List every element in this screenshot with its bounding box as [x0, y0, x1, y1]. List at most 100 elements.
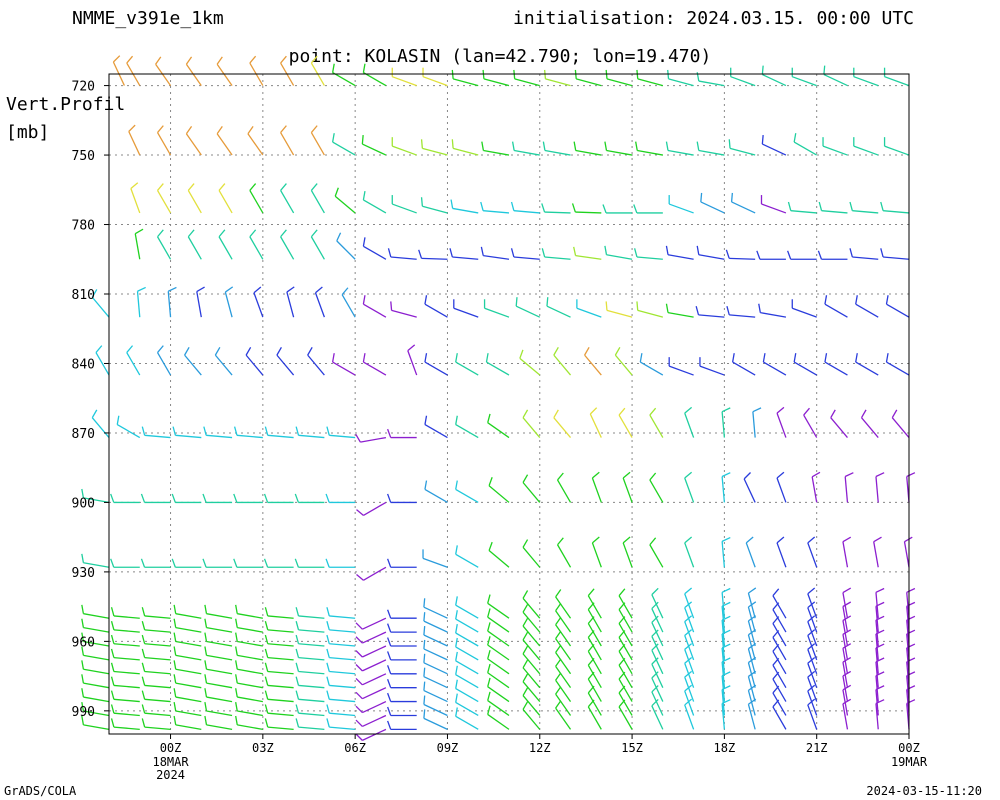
wind-barb: [791, 299, 817, 318]
wind-barb: [487, 663, 510, 689]
wind-barb: [487, 622, 510, 647]
wind-barb: [555, 644, 572, 675]
wind-barb: [362, 237, 387, 260]
vertical-axis-label: Vert.Profil: [6, 94, 126, 115]
wind-barb: [510, 201, 540, 214]
wind-barb: [880, 201, 910, 214]
wind-barb: [185, 56, 202, 86]
wind-barbs: [81, 55, 916, 741]
x-tick-label: 00Z: [898, 741, 920, 755]
wind-barb: [204, 660, 233, 675]
wind-barb: [793, 133, 818, 156]
x-date-label: 19MAR: [891, 755, 928, 769]
wind-barb: [860, 409, 879, 438]
wind-barb: [171, 493, 202, 504]
vertical-axis-unit: [mb]: [6, 122, 50, 143]
wind-barb: [141, 426, 171, 439]
wind-barb: [772, 657, 787, 689]
wind-barb: [747, 587, 757, 619]
wind-barb: [745, 536, 756, 568]
wind-barb: [665, 141, 694, 156]
wind-barb: [730, 67, 756, 87]
wind-barb: [81, 674, 110, 689]
wind-barb: [355, 673, 387, 686]
wind-barb: [361, 135, 387, 156]
wind-barb: [185, 126, 202, 156]
wind-barb: [684, 684, 695, 716]
wind-barb: [423, 681, 448, 703]
wind-barb: [391, 137, 417, 156]
wind-barb: [787, 250, 817, 260]
wind-barb: [684, 629, 695, 661]
wind-barb: [487, 677, 510, 703]
wind-barb: [173, 618, 202, 633]
wind-barb: [235, 618, 263, 633]
wind-barb: [81, 553, 110, 568]
wind-barb: [487, 705, 510, 730]
wind-barb: [747, 629, 757, 661]
wind-barb: [173, 674, 202, 689]
wind-barb: [618, 407, 633, 438]
wind-barb: [387, 248, 417, 260]
wind-barb: [156, 183, 172, 214]
wind-barb: [772, 671, 787, 702]
wind-barb: [522, 701, 541, 730]
wind-barb: [487, 636, 510, 661]
wind-barb: [81, 701, 110, 717]
wind-barb: [204, 715, 233, 731]
wind-barb: [747, 684, 757, 716]
wind-barb: [522, 687, 541, 716]
y-tick-label: 780: [72, 219, 95, 234]
wind-barb: [110, 690, 140, 703]
wind-barb: [204, 674, 233, 689]
wind-barb: [295, 704, 325, 717]
wind-barb: [235, 660, 263, 675]
wind-barb: [875, 472, 885, 503]
wind-barb: [233, 493, 263, 504]
wind-barb: [587, 699, 602, 730]
wind-barb: [883, 67, 910, 87]
wind-barb: [604, 245, 633, 260]
wind-barb: [249, 55, 264, 86]
wind-barb: [81, 632, 110, 647]
wind-barb: [830, 409, 848, 438]
wind-barb: [336, 232, 356, 260]
wind-barb: [807, 670, 818, 702]
wind-barb: [110, 718, 140, 731]
wind-barb: [295, 662, 325, 675]
wind-barb: [584, 347, 602, 376]
x-date-label: 2024: [156, 768, 185, 782]
wind-barb: [725, 249, 756, 260]
wind-barb: [110, 634, 140, 647]
wind-barb: [515, 297, 541, 318]
wind-barb: [204, 701, 233, 717]
wind-barb: [314, 286, 325, 318]
wind-barb: [853, 67, 879, 87]
wind-barb: [387, 665, 417, 675]
wind-barb: [772, 588, 787, 619]
wind-barb: [286, 286, 295, 318]
wind-barb: [424, 415, 448, 439]
wind-barb: [818, 201, 848, 214]
wind-barb: [264, 704, 294, 717]
wind-barb: [173, 715, 202, 731]
wind-barb: [134, 228, 144, 260]
wind-barb: [747, 642, 757, 674]
wind-barb: [326, 662, 356, 675]
wind-barb: [730, 192, 756, 214]
wind-barb: [355, 714, 387, 728]
wind-barb: [649, 537, 664, 568]
wind-barb: [728, 139, 756, 156]
wind-barb: [684, 406, 695, 438]
y-tick-label: 990: [72, 705, 95, 720]
wind-barb: [604, 141, 633, 156]
wind-barb: [752, 407, 762, 438]
wind-barb: [172, 426, 202, 439]
wind-barb: [636, 69, 664, 87]
wind-barb: [355, 659, 387, 672]
wind-barb: [263, 558, 294, 568]
wind-barb: [81, 660, 110, 675]
wind-barb: [450, 199, 479, 214]
wind-barb: [455, 480, 479, 503]
